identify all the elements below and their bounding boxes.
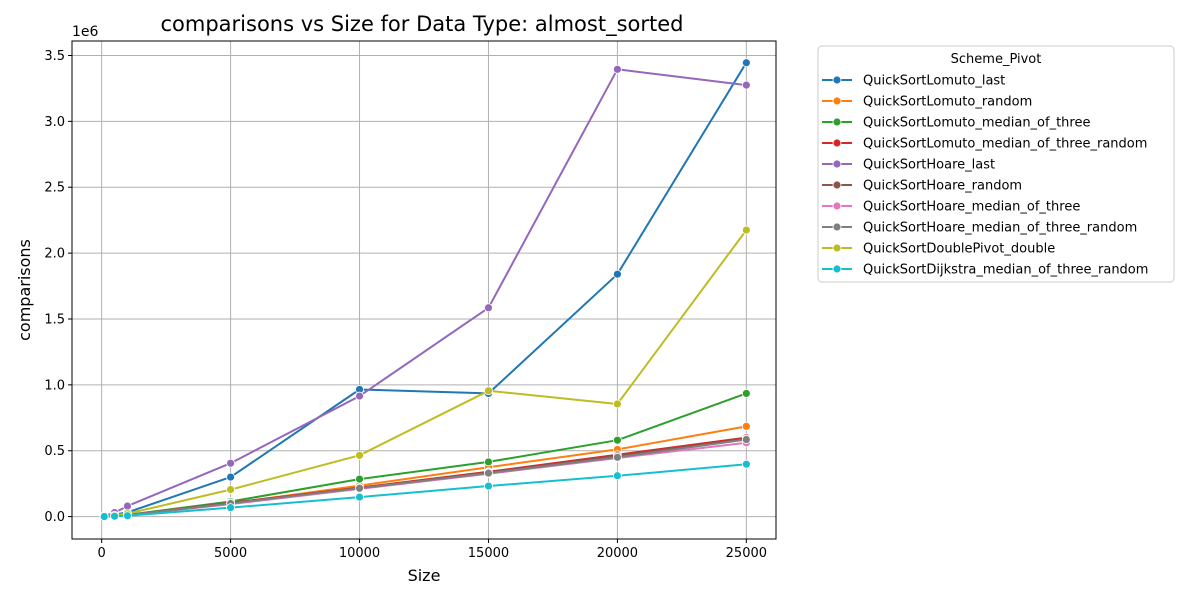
plot-frame <box>71 40 777 540</box>
x-tick-label: 10000 <box>339 546 380 561</box>
legend-label: QuickSortDoublePivot_double <box>863 242 1055 257</box>
legend-entry: QuickSortHoare_median_of_three_random <box>822 221 1137 236</box>
legend-marker <box>832 201 842 211</box>
y-axis-label: comparisons <box>15 239 34 341</box>
data-point <box>484 468 493 478</box>
y-axis-ticks: 0.0 0.5 1.0 1.5 2.0 2.5 3.0 3.5 <box>44 49 72 525</box>
data-point <box>741 80 751 90</box>
data-point <box>613 399 622 409</box>
legend-label: QuickSortLomuto_median_of_three <box>863 116 1090 131</box>
legend-entry: QuickSortLomuto_last <box>822 74 1005 89</box>
legend-title: Scheme_Pivot <box>951 52 1042 67</box>
data-point <box>484 303 493 313</box>
legend-entry: QuickSortHoare_median_of_three <box>822 200 1080 215</box>
data-point <box>226 458 235 468</box>
legend-marker <box>832 180 842 190</box>
x-tick-label: 25000 <box>726 546 767 561</box>
x-axis-ticks: 0 5000 10000 15000 20000 25000 <box>98 539 767 561</box>
data-point <box>355 483 364 493</box>
legend-label: QuickSortLomuto_random <box>863 95 1032 110</box>
y-tick-label: 2.0 <box>44 247 65 262</box>
legend-entry: QuickSortHoare_last <box>822 158 995 173</box>
y-tick-label: 1.5 <box>44 312 65 327</box>
x-axis-label: Size <box>408 566 441 585</box>
data-point <box>741 58 751 68</box>
data-point <box>110 511 119 521</box>
y-axis-multiplier: 1e6 <box>72 24 99 40</box>
legend-items: QuickSortLomuto_last QuickSortLomuto_rand… <box>822 74 1148 278</box>
legend-marker <box>832 138 842 148</box>
data-point <box>741 225 751 235</box>
data-point <box>355 492 364 502</box>
legend-label: QuickSortHoare_median_of_three_random <box>863 221 1137 236</box>
series-QuickSortDijkstra_median_of_three_random <box>99 459 751 521</box>
legend-frame <box>817 45 1175 283</box>
legend-label: QuickSortHoare_last <box>863 158 995 173</box>
legend-entry: QuickSortLomuto_random <box>822 95 1032 110</box>
data-point <box>226 485 235 494</box>
data-point <box>741 389 751 398</box>
data-point <box>484 481 493 491</box>
x-tick-label: 0 <box>98 546 106 561</box>
data-point <box>613 269 622 279</box>
data-point <box>741 421 751 431</box>
y-tick-label: 2.5 <box>44 181 65 196</box>
legend-entry: QuickSortDijkstra_median_of_three_random <box>822 263 1148 278</box>
y-tick-label: 3.5 <box>44 49 65 64</box>
legend-label: QuickSortHoare_median_of_three <box>863 200 1080 215</box>
legend-entry: QuickSortDoublePivot_double <box>822 242 1055 257</box>
legend-marker <box>832 222 842 232</box>
legend-marker <box>832 159 842 169</box>
data-point <box>355 391 364 401</box>
data-point <box>484 386 493 396</box>
data-point <box>741 459 751 469</box>
data-point <box>99 512 109 521</box>
data-point <box>741 435 751 444</box>
legend-entry: QuickSortHoare_random <box>822 179 1022 194</box>
data-point <box>226 472 235 482</box>
data-point <box>613 452 622 462</box>
legend-label: QuickSortLomuto_last <box>863 74 1005 89</box>
legend-marker <box>832 264 842 274</box>
x-tick-label: 15000 <box>468 546 509 561</box>
y-tick-label: 0.5 <box>44 444 65 459</box>
data-point <box>355 450 364 460</box>
data-point <box>613 435 622 445</box>
grid <box>72 41 776 539</box>
y-tick-label: 3.0 <box>44 115 65 130</box>
legend-entry: QuickSortLomuto_median_of_three <box>822 116 1090 131</box>
legend-label: QuickSortDijkstra_median_of_three_random <box>863 263 1148 278</box>
data-point <box>123 501 132 511</box>
legend-marker <box>832 96 842 106</box>
y-tick-label: 1.0 <box>44 378 65 393</box>
data-point <box>613 471 622 481</box>
data-point <box>613 64 622 74</box>
data-point <box>355 474 364 484</box>
legend-marker <box>832 75 842 85</box>
legend-marker <box>832 117 842 127</box>
x-tick-label: 20000 <box>597 546 638 561</box>
data-point <box>484 457 493 467</box>
series-layer <box>99 58 751 521</box>
data-point <box>123 511 132 521</box>
chart-title: comparisons vs Size for Data Type: almos… <box>160 12 683 37</box>
legend-label: QuickSortLomuto_median_of_three_random <box>863 137 1147 152</box>
legend-label: QuickSortHoare_random <box>863 179 1022 194</box>
legend-marker <box>832 243 842 253</box>
y-tick-label: 0.0 <box>44 510 65 525</box>
legend: Scheme_Pivot QuickSortLomuto_lastQuickSo… <box>817 45 1175 283</box>
data-point <box>226 503 235 513</box>
legend-entry: QuickSortLomuto_median_of_three_random <box>822 137 1147 152</box>
x-tick-label: 5000 <box>214 546 247 561</box>
